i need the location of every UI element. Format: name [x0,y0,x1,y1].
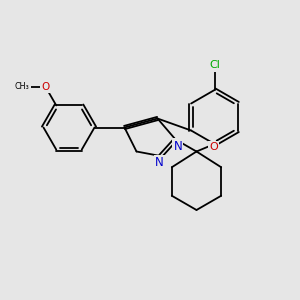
Text: N: N [173,140,182,153]
Text: O: O [41,82,50,92]
Text: CH₃: CH₃ [15,82,30,91]
Text: O: O [209,142,218,152]
Text: Cl: Cl [209,60,220,70]
Text: N: N [155,156,164,169]
